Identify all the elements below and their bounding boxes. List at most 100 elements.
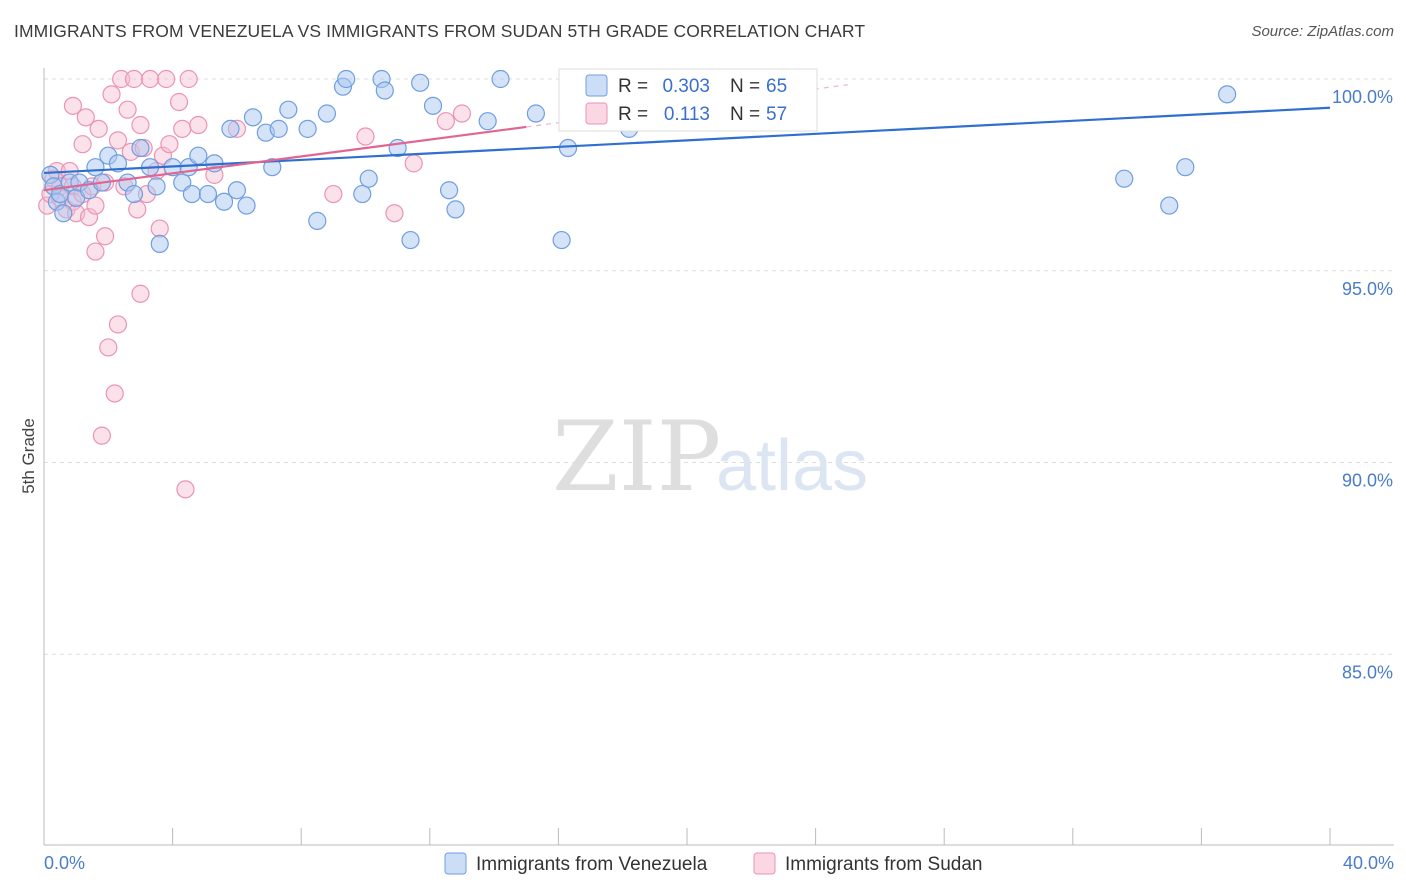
venezuela-point: [359, 169, 378, 188]
y-tick-label-90: 90.0%: [1342, 471, 1393, 491]
venezuela-point: [279, 100, 298, 119]
venezuela-point: [189, 146, 208, 165]
series-legend: Immigrants from Venezuela Immigrants fro…: [444, 852, 982, 875]
sudan-point: [95, 227, 115, 246]
venezuela-point: [308, 211, 327, 230]
sudan-point: [118, 100, 137, 119]
sudan-points: [38, 69, 472, 499]
sudan-point: [160, 135, 179, 154]
venezuela-point: [337, 69, 356, 89]
venezuela-point: [124, 184, 144, 204]
y-tick-labels: 100.0% 95.0% 90.0% 85.0%: [1332, 87, 1393, 682]
sudan-point: [173, 119, 192, 138]
sudan-point: [86, 196, 105, 215]
y-tick-label-85: 85.0%: [1342, 662, 1393, 682]
venezuela-point: [353, 184, 372, 204]
legend-n-value-1: 65: [766, 76, 787, 97]
legend-n-label-2: N =: [730, 104, 760, 125]
venezuela-point: [1176, 158, 1195, 177]
chart-title: IMMIGRANTS FROM VENEZUELA VS IMMIGRANTS …: [14, 21, 866, 41]
venezuela-point: [214, 192, 234, 211]
venezuela-point: [411, 73, 430, 92]
series-legend-swatch-venezuela: [444, 852, 467, 875]
sudan-point: [150, 219, 169, 238]
venezuela-point: [221, 119, 240, 138]
venezuela-point: [150, 234, 169, 254]
sudan-point: [436, 112, 455, 131]
sudan-point: [92, 426, 111, 445]
sudan-point: [404, 154, 423, 173]
sudan-point: [176, 480, 195, 499]
legend-r-value-1: 0.303: [662, 76, 710, 97]
venezuela-point: [423, 96, 443, 115]
sudan-point: [157, 69, 176, 89]
legend-n-label-1: N =: [730, 76, 760, 97]
venezuela-point: [263, 158, 282, 177]
source-label: Source: ZipAtlas.com: [1251, 23, 1394, 40]
series-legend-swatch-sudan: [753, 852, 776, 875]
venezuela-point: [478, 112, 497, 131]
sudan-point: [169, 92, 189, 112]
sudan-point: [189, 115, 208, 135]
sudan-point: [79, 207, 99, 227]
sudan-point: [76, 108, 95, 127]
venezuela-point: [317, 104, 337, 123]
venezuela-point: [237, 196, 256, 215]
sudan-point: [102, 85, 121, 104]
venezuela-point: [552, 230, 571, 250]
venezuela-point: [131, 138, 150, 158]
sudan-point: [108, 131, 128, 150]
legend-r-label-1: R =: [618, 76, 648, 97]
venezuela-point: [491, 69, 510, 89]
legend-swatch-venezuela: [585, 74, 608, 97]
sudan-point: [63, 96, 83, 115]
sudan-point: [86, 242, 105, 261]
venezuela-point: [526, 104, 545, 123]
sudan-point: [128, 200, 147, 219]
venezuela-point: [1115, 169, 1134, 188]
venezuela-point: [54, 204, 73, 223]
series-legend-label-sudan: Immigrants from Sudan: [785, 854, 982, 875]
legend-r-label-2: R =: [618, 104, 648, 125]
sudan-point: [385, 204, 404, 223]
x-tick-label-max: 40.0%: [1343, 853, 1394, 873]
sudan-point: [99, 338, 118, 357]
venezuela-point: [375, 81, 394, 100]
y-tick-label-100: 100.0%: [1332, 87, 1393, 107]
legend-swatch-sudan: [585, 102, 608, 125]
venezuela-point: [558, 138, 578, 158]
y-axis-label: 5th Grade: [19, 418, 38, 494]
sudan-point: [89, 119, 108, 138]
watermark: ZIP atlas: [552, 401, 868, 513]
sudan-point: [112, 69, 131, 89]
sudan-point: [140, 69, 160, 89]
venezuela-point: [243, 108, 263, 127]
x-tick-label-min: 0.0%: [44, 853, 85, 873]
sudan-point: [179, 69, 198, 89]
sudan-point: [105, 384, 124, 403]
venezuela-point: [298, 119, 317, 138]
venezuela-point: [269, 119, 288, 138]
series-legend-label-venezuela: Immigrants from Venezuela: [476, 854, 708, 875]
y-tick-label-95: 95.0%: [1342, 279, 1393, 299]
venezuela-point: [1218, 85, 1237, 104]
venezuela-point: [182, 184, 201, 204]
sudan-point: [73, 135, 92, 154]
x-ticks: [43, 828, 1331, 845]
sudan-point: [131, 115, 150, 135]
sudan-point: [356, 127, 375, 146]
venezuela-point: [227, 181, 246, 200]
sudan-point: [324, 184, 343, 204]
venezuela-point: [1160, 196, 1179, 215]
stats-legend: R = 0.303 N = 65 R = 0.113 N = 57: [558, 68, 818, 132]
venezuela-point: [446, 200, 465, 219]
sudan-point: [108, 315, 128, 334]
sudan-point: [124, 69, 144, 89]
venezuela-point: [147, 177, 166, 196]
legend-r-value-2: 0.113: [664, 104, 710, 125]
venezuela-point: [401, 230, 420, 250]
sudan-trend-line: [43, 125, 527, 192]
watermark-zip: ZIP: [552, 401, 721, 513]
watermark-atlas: atlas: [716, 426, 868, 506]
